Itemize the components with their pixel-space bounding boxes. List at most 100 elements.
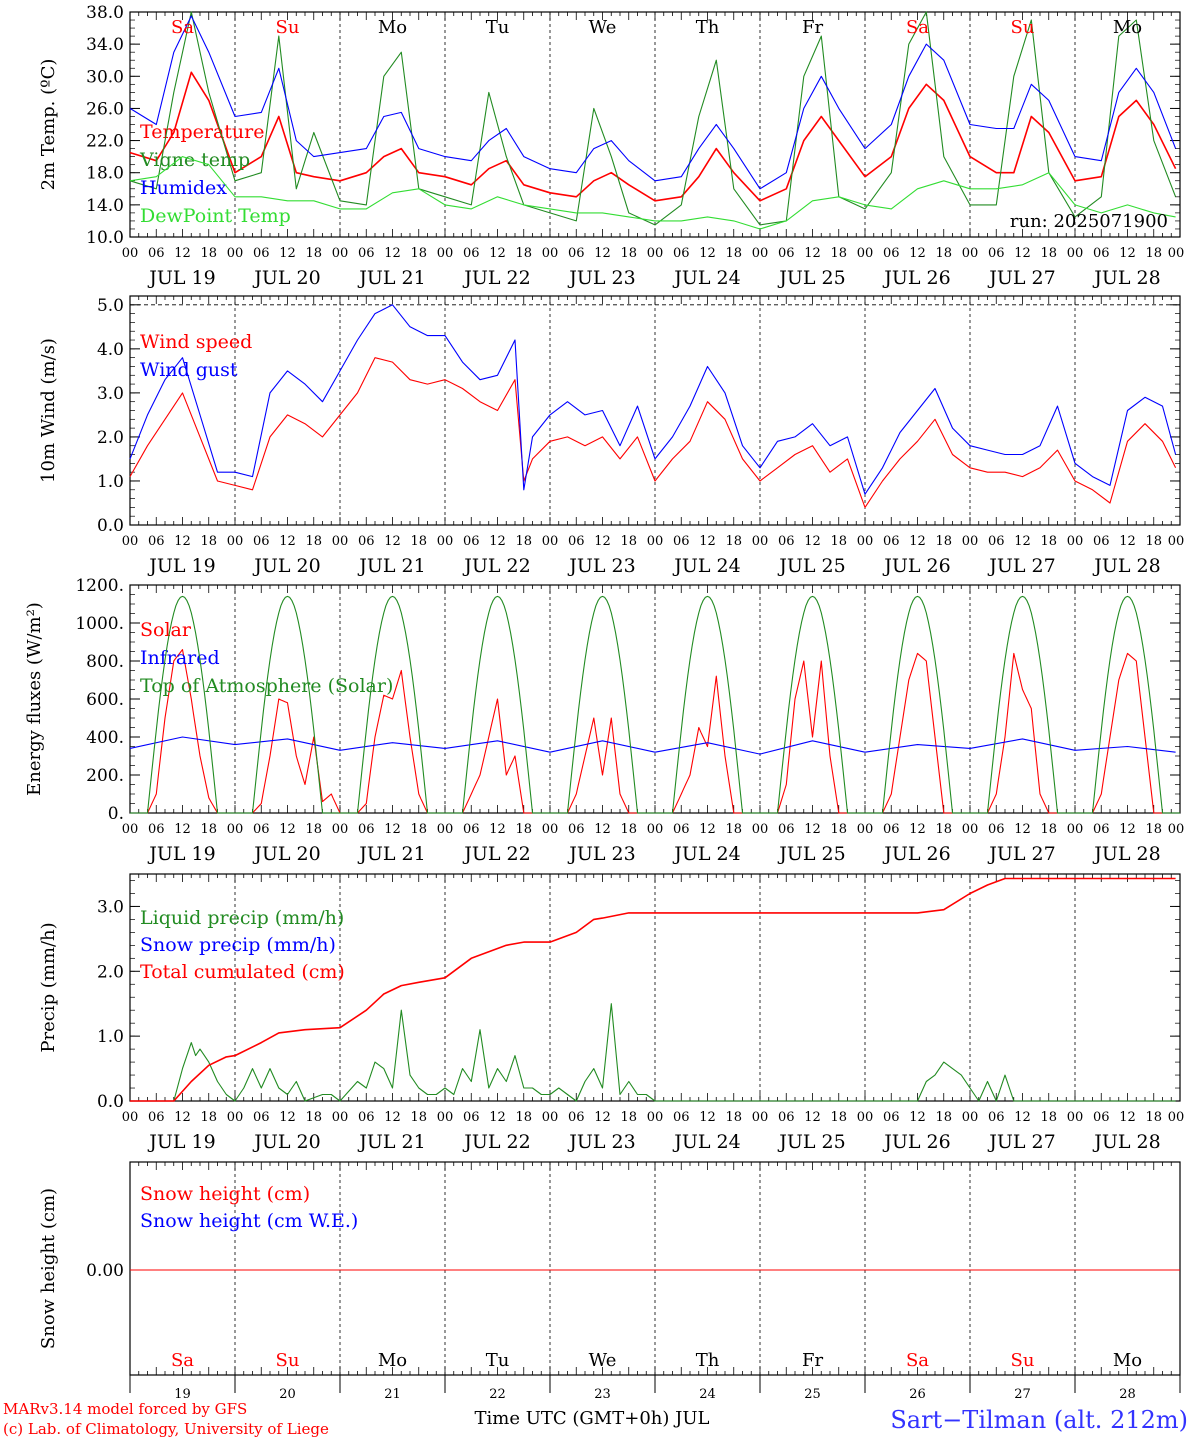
hour-tick-label: 06: [1093, 1110, 1110, 1125]
series-line-infrared: [129, 736, 1176, 755]
series-line-total-cumulated-cm-: [130, 877, 1176, 1102]
day-name-label: Mo: [1113, 17, 1142, 38]
date-label: JUL 20: [252, 267, 320, 289]
date-label: JUL 25: [777, 555, 845, 577]
day-name-label: Th: [696, 17, 720, 38]
hour-tick-label: 18: [725, 534, 742, 549]
date-label: JUL 27: [987, 843, 1055, 865]
hour-tick-label: 00: [227, 1110, 244, 1125]
hour-tick-label: 12: [1014, 1110, 1031, 1125]
hour-tick-label: 06: [568, 246, 585, 261]
hour-tick-label: 06: [253, 1110, 270, 1125]
hour-tick-label: 12: [1014, 822, 1031, 837]
hour-tick-label: 12: [804, 822, 821, 837]
y-axis-label: Snow height (cm): [38, 1188, 59, 1349]
bottom-day-number: 22: [489, 1387, 506, 1402]
hour-tick-label: 18: [305, 1110, 322, 1125]
date-label: JUL 28: [1092, 267, 1160, 289]
date-label: JUL 21: [357, 843, 425, 865]
bottom-day-number: 26: [909, 1387, 926, 1402]
y-tick-label: 1000.: [75, 614, 124, 634]
bottom-day-name: Su: [276, 1350, 300, 1371]
legend-top-of-atmosphere-solar-: Top of Atmosphere (Solar): [140, 675, 393, 697]
y-tick-label: 3.0: [97, 897, 124, 917]
hour-tick-label: 06: [463, 822, 480, 837]
legend-liquid-precip-mm-h-: Liquid precip (mm/h): [140, 907, 344, 929]
date-label: JUL 23: [567, 843, 635, 865]
hour-tick-label: 00: [962, 822, 979, 837]
legend-solar: Solar: [140, 619, 192, 641]
hour-tick-label: 12: [279, 246, 296, 261]
legend-temperature: Temperature: [140, 121, 264, 143]
panel-3: 0. 200. 400. 600. 800. 1000. 1200. Energy fluxe…: [24, 576, 1184, 865]
hour-tick-label: 00: [647, 1110, 664, 1125]
y-tick-label: 22.0: [86, 132, 124, 152]
hour-tick-label: 06: [778, 822, 795, 837]
hour-tick-label: 18: [935, 534, 952, 549]
hour-tick-label: 06: [988, 246, 1005, 261]
legend-total-cumulated-cm-: Total cumulated (cm): [140, 961, 345, 983]
series-line-wind-speed: [129, 357, 1177, 508]
panel-1: 10.0 14.0 18.0 22.0 26.0 30.0 34.0 38.0 2m Temp.…: [38, 3, 1184, 289]
hour-tick-label: 00: [1168, 534, 1185, 549]
run-annotation: run: 2025071900: [1010, 211, 1168, 232]
y-tick-label: 400.: [86, 728, 124, 748]
day-name-label: Su: [276, 17, 300, 38]
hour-tick-label: 18: [620, 822, 637, 837]
date-label: JUL 22: [462, 555, 530, 577]
legend-snow-height-cm-w-e-: Snow height (cm W.E.): [140, 1210, 358, 1232]
hour-tick-label: 06: [358, 246, 375, 261]
legend-snow-precip-mm-h-: Snow precip (mm/h): [140, 934, 336, 956]
hour-tick-label: 18: [725, 246, 742, 261]
hour-tick-label: 06: [1093, 246, 1110, 261]
bottom-day-number: 28: [1119, 1387, 1136, 1402]
hour-tick-label: 00: [542, 1110, 559, 1125]
legend-wind-speed: Wind speed: [140, 331, 252, 353]
y-tick-label: 26.0: [86, 99, 124, 119]
hour-tick-label: 18: [935, 246, 952, 261]
day-name-label: Su: [1011, 17, 1035, 38]
date-label: JUL 19: [147, 843, 215, 865]
hour-tick-label: 12: [1119, 822, 1136, 837]
hour-tick-label: 12: [1119, 1110, 1136, 1125]
hour-tick-label: 00: [122, 534, 139, 549]
hour-tick-label: 12: [384, 822, 401, 837]
hour-tick-label: 06: [148, 246, 165, 261]
hour-tick-label: 18: [620, 1110, 637, 1125]
hour-tick-label: 18: [830, 822, 847, 837]
y-tick-label: 800.: [86, 652, 124, 672]
hour-tick-label: 12: [174, 1110, 191, 1125]
legend-wind-gust: Wind gust: [140, 359, 238, 381]
date-label: JUL 26: [882, 1131, 950, 1153]
hour-tick-label: 12: [384, 534, 401, 549]
hour-tick-label: 18: [200, 822, 217, 837]
series-line-liquid-precip-mm-h-: [130, 1003, 1176, 1102]
hour-tick-label: 12: [174, 534, 191, 549]
bottom-day-name: Su: [1011, 1350, 1035, 1371]
hour-tick-label: 00: [332, 534, 349, 549]
hour-tick-label: 06: [463, 1110, 480, 1125]
y-tick-label: 200.: [86, 766, 124, 786]
hour-tick-label: 06: [883, 534, 900, 549]
hour-tick-label: 00: [752, 822, 769, 837]
hour-tick-label: 06: [673, 534, 690, 549]
day-name-label: We: [589, 17, 617, 38]
hour-tick-label: 06: [883, 246, 900, 261]
hour-tick-label: 06: [148, 534, 165, 549]
bottom-day-name: Sa: [171, 1350, 194, 1371]
hour-tick-label: 18: [410, 246, 427, 261]
hour-tick-label: 12: [594, 534, 611, 549]
date-label: JUL 22: [462, 1131, 530, 1153]
day-name-label: Mo: [378, 17, 407, 38]
bottom-day-name: Fr: [802, 1350, 823, 1371]
hour-tick-label: 06: [673, 822, 690, 837]
date-label: JUL 25: [777, 1131, 845, 1153]
date-label: JUL 27: [987, 267, 1055, 289]
hour-tick-label: 18: [725, 822, 742, 837]
hour-tick-label: 18: [1040, 1110, 1057, 1125]
panel-2: 0.0 1.0 2.0 3.0 4.0 5.0 10m Wind (m/s) Wind spe…: [38, 295, 1185, 577]
hour-tick-label: 00: [647, 822, 664, 837]
hour-tick-label: 18: [410, 1110, 427, 1125]
hour-tick-label: 12: [174, 822, 191, 837]
hour-tick-label: 06: [883, 1110, 900, 1125]
